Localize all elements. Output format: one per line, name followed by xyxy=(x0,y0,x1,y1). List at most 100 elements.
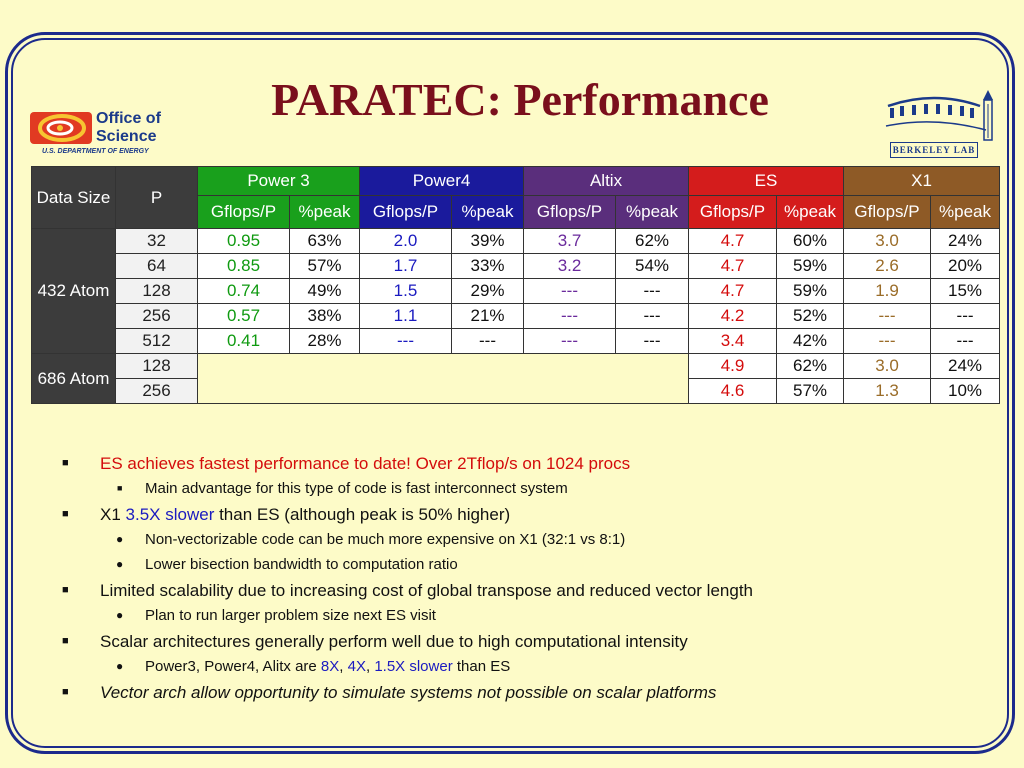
logo-line-2: Science xyxy=(96,128,157,145)
sub-header-peak: %peak xyxy=(615,195,690,229)
table-cell: 15% xyxy=(930,278,1001,304)
table-cell: 59% xyxy=(776,253,845,279)
square-bullet-icon: ■ xyxy=(62,508,69,520)
slide-frame-outer xyxy=(5,32,1015,754)
dot-bullet-icon: ● xyxy=(116,659,124,673)
table-cell: 4.6 xyxy=(688,378,778,404)
office-of-science-logo: Office of Science U.S. DEPARTMENT OF ENE… xyxy=(30,108,190,160)
table-cell: 42% xyxy=(776,328,845,354)
col-header-data-size: Data Size xyxy=(31,166,116,229)
p-value: 32 xyxy=(115,228,198,254)
bullet-text: than ES xyxy=(452,658,511,675)
sub-header-gflops: Gflops/P xyxy=(523,195,617,229)
logo-line-1: Office of xyxy=(96,110,161,127)
group-header-altix: Altix xyxy=(523,166,690,196)
slide-frame-inner xyxy=(11,38,1009,748)
table-cell: 4.7 xyxy=(688,228,778,254)
sub-bullet-item: ● Power3, Power4, Alitx are 8X, 4X, 1.5X… xyxy=(60,654,1000,679)
bullet-highlight: 1.5X slower xyxy=(374,658,453,675)
sub-bullet-item: ● Lower bisection bandwidth to computati… xyxy=(60,552,1000,577)
table-cell: 1.3 xyxy=(843,378,932,404)
table-cell: 0.85 xyxy=(197,253,290,279)
office-of-science-emblem-icon xyxy=(30,112,92,144)
square-bullet-icon: ■ xyxy=(62,457,69,469)
slide-title: PARATEC: Performance xyxy=(271,74,769,125)
table-cell: 62% xyxy=(776,353,845,379)
performance-table: Data Size P Power 3 Power4 Altix ES X1 G… xyxy=(31,166,1001,404)
sub-bullet-item: ● Non-vectorizable code can be much more… xyxy=(60,527,1000,552)
table-cell: --- xyxy=(930,303,1001,329)
group-header-power4: Power4 xyxy=(358,166,525,196)
square-bullet-icon: ■ xyxy=(62,686,69,698)
berkeley-lab-logo: BERKELEY LAB xyxy=(884,86,1002,158)
table-cell: 0.57 xyxy=(197,303,290,329)
table-cell: --- xyxy=(450,328,525,354)
table-row: 432 Atom 32 0.95 63% 2.0 39% 3.7 62% 4.7… xyxy=(31,228,1001,354)
table-cell: 4.7 xyxy=(688,253,778,279)
table-cell: --- xyxy=(843,303,932,329)
group-header-power3: Power 3 xyxy=(197,166,360,196)
dot-bullet-icon: ● xyxy=(116,532,124,546)
table-cell: 3.4 xyxy=(688,328,778,354)
table-cell: 0.41 xyxy=(197,328,290,354)
table-cell: 29% xyxy=(450,278,525,304)
table-cell: 62% xyxy=(615,228,690,254)
sub-header-peak: %peak xyxy=(776,195,845,229)
table-cell: 21% xyxy=(450,303,525,329)
sub-header-gflops: Gflops/P xyxy=(197,195,290,229)
square-bullet-icon: ■ xyxy=(62,584,69,596)
table-header-row-1: Data Size P Power 3 Power4 Altix ES X1 xyxy=(31,166,1001,229)
table-cell: --- xyxy=(523,328,617,354)
row-group-432-atom: 432 Atom xyxy=(31,228,116,354)
table-cell: --- xyxy=(523,278,617,304)
table-cell: --- xyxy=(615,278,690,304)
bullet-item: ■ Limited scalability due to increasing … xyxy=(60,578,1000,603)
table-cell: 54% xyxy=(615,253,690,279)
bullet-text: Limited scalability due to increasing co… xyxy=(100,581,753,600)
square-bullet-icon: ■ xyxy=(62,635,69,647)
berkeley-lab-building-icon xyxy=(885,90,993,141)
table-cell: 28% xyxy=(289,328,360,354)
square-bullet-icon: ■ xyxy=(117,483,123,493)
table-cell: 10% xyxy=(930,378,1001,404)
table-cell: 1.9 xyxy=(843,278,932,304)
table-cell: 24% xyxy=(930,353,1001,379)
bullet-text: than ES (although peak is 50% higher) xyxy=(214,505,511,524)
table-cell: 2.0 xyxy=(359,228,452,254)
sub-header-peak: %peak xyxy=(930,195,1001,229)
bullet-item: ■ Scalar architectures generally perform… xyxy=(60,629,1000,654)
bullet-highlight: 8X xyxy=(320,658,340,675)
table-row: 64 0.85 57% 1.7 33% 3.2 54% 4.7 59% 2.6 … xyxy=(32,253,1001,279)
table-cell: 49% xyxy=(289,278,360,304)
bullet-highlight: 3.5X slower xyxy=(125,505,215,524)
sub-bullet-item: ■ Main advantage for this type of code i… xyxy=(60,476,1000,501)
bullet-text: Scalar architectures generally perform w… xyxy=(100,632,688,651)
table-row: 256 0.57 38% 1.1 21% --- --- 4.2 52% ---… xyxy=(32,303,1001,329)
row-group-686-atom: 686 Atom xyxy=(31,353,116,404)
table-cell: 38% xyxy=(289,303,360,329)
sub-header-gflops: Gflops/P xyxy=(359,195,452,229)
col-header-p: P xyxy=(115,166,198,229)
table-cell: 39% xyxy=(450,228,525,254)
bullet-text: ES achieves fastest performance to date!… xyxy=(100,454,631,473)
p-value: 256 xyxy=(115,378,198,404)
bullet-list: ■ ES achieves fastest performance to dat… xyxy=(60,450,1000,705)
table-cell: 2.6 xyxy=(843,253,932,279)
table-cell: --- xyxy=(930,328,1001,354)
bullet-text: Plan to run larger problem size next ES … xyxy=(145,607,436,624)
table-cell: --- xyxy=(843,328,932,354)
bullet-text: Non-vectorizable code can be much more e… xyxy=(145,531,626,548)
dot-bullet-icon: ● xyxy=(116,557,124,571)
p-value: 256 xyxy=(115,303,198,329)
table-cell: 63% xyxy=(289,228,360,254)
table-cell: 4.9 xyxy=(688,353,778,379)
table-cell: 3.7 xyxy=(523,228,617,254)
sub-header-gflops: Gflops/P xyxy=(843,195,932,229)
table-cell: 1.1 xyxy=(359,303,452,329)
table-cell: 4.2 xyxy=(688,303,778,329)
table-cell: 0.95 xyxy=(197,228,290,254)
table-cell: --- xyxy=(523,303,617,329)
bullet-item: ■ ES achieves fastest performance to dat… xyxy=(60,451,1000,476)
sub-bullet-item: ● Plan to run larger problem size next E… xyxy=(60,603,1000,628)
bullet-highlight: 4X xyxy=(347,658,366,675)
